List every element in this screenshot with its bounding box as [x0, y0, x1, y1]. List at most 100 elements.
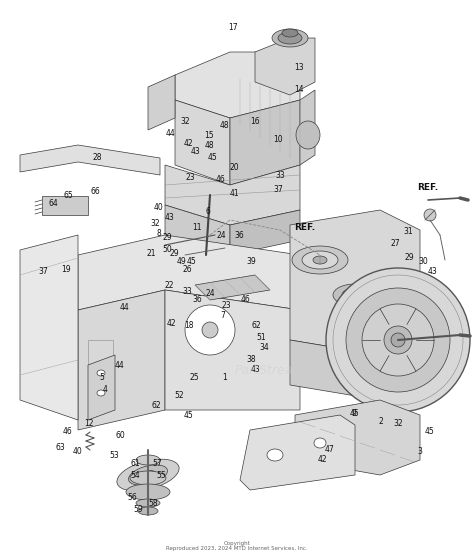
Text: 57: 57 [152, 459, 162, 468]
Text: 32: 32 [180, 118, 190, 127]
Text: 41: 41 [229, 189, 239, 198]
Polygon shape [255, 38, 315, 95]
Polygon shape [20, 235, 78, 420]
Ellipse shape [362, 304, 434, 376]
Text: 5: 5 [100, 374, 104, 382]
Text: 21: 21 [146, 249, 156, 258]
Polygon shape [165, 290, 300, 410]
Text: 45: 45 [187, 256, 197, 265]
Text: 2: 2 [379, 418, 383, 427]
Text: 27: 27 [390, 240, 400, 249]
Text: 19: 19 [61, 265, 71, 274]
Text: 9: 9 [352, 408, 356, 418]
Text: 20: 20 [229, 162, 239, 171]
Text: 62: 62 [151, 402, 161, 410]
Text: 29: 29 [162, 234, 172, 242]
Polygon shape [175, 52, 300, 118]
Text: 28: 28 [92, 153, 102, 162]
Ellipse shape [185, 305, 235, 355]
Text: 36: 36 [234, 231, 244, 240]
Text: 46: 46 [63, 427, 73, 436]
Text: 39: 39 [246, 256, 256, 265]
Ellipse shape [97, 370, 105, 376]
Text: 65: 65 [63, 190, 73, 199]
Polygon shape [290, 210, 420, 355]
Ellipse shape [296, 121, 320, 149]
Text: 47: 47 [325, 446, 335, 455]
Text: 37: 37 [38, 267, 48, 276]
Text: 49: 49 [177, 258, 187, 267]
Text: REF.: REF. [294, 222, 316, 231]
Text: 1: 1 [223, 374, 228, 382]
Ellipse shape [333, 284, 377, 306]
Ellipse shape [97, 390, 105, 396]
Polygon shape [42, 196, 88, 215]
Text: 60: 60 [115, 432, 125, 441]
Text: 44: 44 [166, 128, 176, 138]
Ellipse shape [342, 288, 368, 302]
Text: 36: 36 [192, 296, 202, 305]
Text: 54: 54 [130, 472, 140, 480]
Text: 22: 22 [164, 281, 174, 290]
Ellipse shape [140, 470, 156, 479]
Polygon shape [300, 90, 315, 165]
Text: 45: 45 [184, 410, 194, 419]
Text: 46: 46 [216, 175, 226, 184]
Text: REF.: REF. [418, 184, 438, 193]
Polygon shape [175, 100, 230, 185]
Text: 33: 33 [275, 170, 285, 180]
Text: 4: 4 [102, 385, 108, 394]
Text: 52: 52 [174, 390, 184, 399]
Polygon shape [290, 340, 380, 400]
Text: Copyright
Reproduced 2023, 2024 MTD Internet Services, Inc.: Copyright Reproduced 2023, 2024 MTD Inte… [166, 540, 308, 552]
Text: 63: 63 [55, 444, 65, 452]
Ellipse shape [128, 465, 167, 485]
Text: 44: 44 [120, 304, 130, 312]
Text: 51: 51 [256, 334, 266, 343]
Text: 14: 14 [294, 85, 304, 94]
Text: 48: 48 [204, 141, 214, 150]
Polygon shape [295, 400, 420, 475]
Text: 40: 40 [73, 446, 83, 455]
Ellipse shape [391, 333, 405, 347]
Text: 64: 64 [48, 199, 58, 208]
Text: 18: 18 [184, 321, 194, 330]
Text: 38: 38 [246, 356, 256, 365]
Ellipse shape [126, 484, 170, 500]
Polygon shape [230, 100, 300, 185]
Ellipse shape [117, 459, 179, 491]
Text: 45: 45 [425, 427, 435, 436]
Text: 66: 66 [90, 188, 100, 197]
Text: 55: 55 [156, 472, 166, 480]
Text: 58: 58 [148, 498, 158, 507]
Ellipse shape [326, 268, 470, 412]
Bar [88, 340, 113, 395]
Text: 7: 7 [220, 310, 226, 320]
Polygon shape [20, 145, 160, 175]
Polygon shape [240, 415, 355, 490]
Text: 59: 59 [133, 506, 143, 515]
Text: 40: 40 [154, 203, 164, 212]
Ellipse shape [384, 326, 412, 354]
Text: 29: 29 [404, 254, 414, 263]
Ellipse shape [278, 32, 302, 44]
Text: 23: 23 [185, 172, 195, 181]
Text: 25: 25 [189, 374, 199, 382]
Text: 8: 8 [156, 228, 161, 237]
Text: 12: 12 [84, 418, 94, 427]
Ellipse shape [314, 438, 326, 448]
Text: 43: 43 [191, 147, 201, 156]
Text: PartStream: PartStream [235, 363, 305, 376]
Text: 56: 56 [127, 492, 137, 502]
Text: 43: 43 [428, 268, 438, 277]
Ellipse shape [130, 471, 166, 485]
Ellipse shape [346, 288, 450, 392]
Ellipse shape [202, 322, 218, 338]
Text: 34: 34 [259, 343, 269, 352]
Text: 24: 24 [205, 288, 215, 297]
Polygon shape [78, 290, 165, 430]
Ellipse shape [302, 251, 338, 269]
Ellipse shape [138, 507, 158, 515]
Text: 42: 42 [166, 319, 176, 328]
Text: 46: 46 [241, 296, 251, 305]
